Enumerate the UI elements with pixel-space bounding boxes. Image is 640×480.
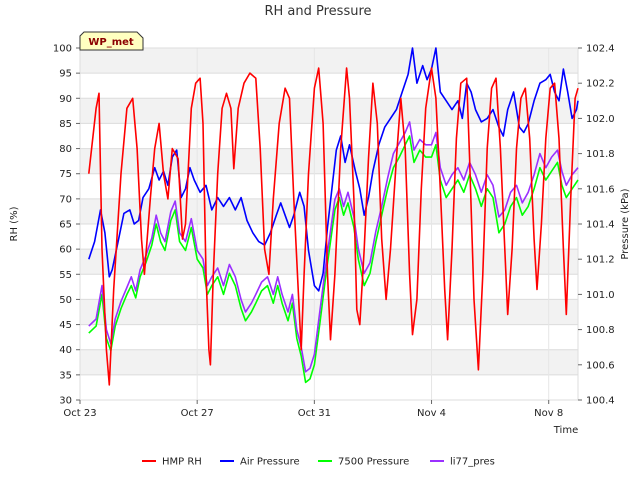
grid-band <box>80 324 578 350</box>
x-tick-label: Oct 31 <box>298 408 331 419</box>
x-axis: Oct 23 Oct 27 Oct 31 Nov 4 Nov 8 <box>63 400 563 419</box>
left-tick-label: 40 <box>59 345 72 356</box>
left-tick-label: 35 <box>59 370 72 381</box>
grid-band <box>80 173 578 199</box>
right-y-axis: 100.4 100.6 100.8 101.0 101.2 101.4 101.6 101.8… <box>578 44 615 407</box>
left-tick-label: 60 <box>59 245 72 256</box>
y-axis-left-label: RH (%) <box>9 206 20 241</box>
right-tick-label: 101.2 <box>586 255 615 266</box>
legend-item: HMP RH <box>142 457 202 468</box>
legend-label: HMP RH <box>162 457 202 468</box>
left-tick-label: 100 <box>53 44 72 55</box>
grid-band <box>80 48 578 74</box>
series-line-hmp-rh <box>88 67 579 386</box>
legend-label: 7500 Pressure <box>338 457 409 468</box>
right-tick-label: 100.4 <box>586 396 615 407</box>
left-tick-label: 55 <box>59 270 72 281</box>
left-tick-label: 85 <box>59 119 72 130</box>
site-badge-label: WP_met <box>88 37 134 48</box>
x-tick-label: Nov 8 <box>534 408 563 419</box>
x-tick-label: Oct 23 <box>63 408 96 419</box>
left-tick-label: 90 <box>59 94 72 105</box>
x-tick-label: Oct 27 <box>181 408 214 419</box>
left-tick-label: 65 <box>59 220 72 231</box>
series-layer <box>88 47 579 386</box>
right-tick-label: 100.8 <box>586 325 615 336</box>
grid-band <box>80 349 578 375</box>
legend-item: 7500 Pressure <box>318 457 409 468</box>
site-badge: WP_met <box>79 31 144 51</box>
x-tick-label: Nov 4 <box>417 408 446 419</box>
x-axis-label: Time <box>553 425 578 436</box>
grid-band <box>80 98 578 124</box>
right-tick-label: 101.8 <box>586 149 615 160</box>
left-tick-label: 50 <box>59 295 72 306</box>
grid-band <box>80 123 578 149</box>
left-tick-label: 80 <box>59 144 72 155</box>
right-tick-label: 100.6 <box>586 360 615 371</box>
legend-label: li77_pres <box>450 457 495 468</box>
left-tick-label: 95 <box>59 69 72 80</box>
grid-band <box>80 73 578 99</box>
right-tick-label: 102.2 <box>586 79 615 90</box>
left-tick-label: 45 <box>59 320 72 331</box>
legend: HMP RH Air Pressure 7500 Pressure li77_pres <box>142 457 495 468</box>
right-tick-label: 101.4 <box>586 220 615 231</box>
series-line-li77-pres <box>88 121 579 373</box>
series-line-7500-pressure <box>88 135 579 384</box>
left-tick-label: 70 <box>59 194 72 205</box>
right-tick-label: 101.6 <box>586 184 615 195</box>
chart-title: RH and Pressure <box>264 4 371 19</box>
right-tick-label: 101.0 <box>586 290 615 301</box>
right-tick-label: 102.4 <box>586 44 615 55</box>
grid-band <box>80 374 578 400</box>
legend-item: Air Pressure <box>220 457 300 468</box>
legend-item: li77_pres <box>430 457 495 468</box>
legend-label: Air Pressure <box>240 457 300 468</box>
left-tick-label: 30 <box>59 396 72 407</box>
left-y-axis: 30 35 40 45 50 55 60 65 70 75 80 85 90 95 100 <box>53 44 80 407</box>
left-tick-label: 75 <box>59 169 72 180</box>
y-axis-right-label: Pressure (kPa) <box>620 188 631 259</box>
right-tick-label: 102.0 <box>586 114 615 125</box>
